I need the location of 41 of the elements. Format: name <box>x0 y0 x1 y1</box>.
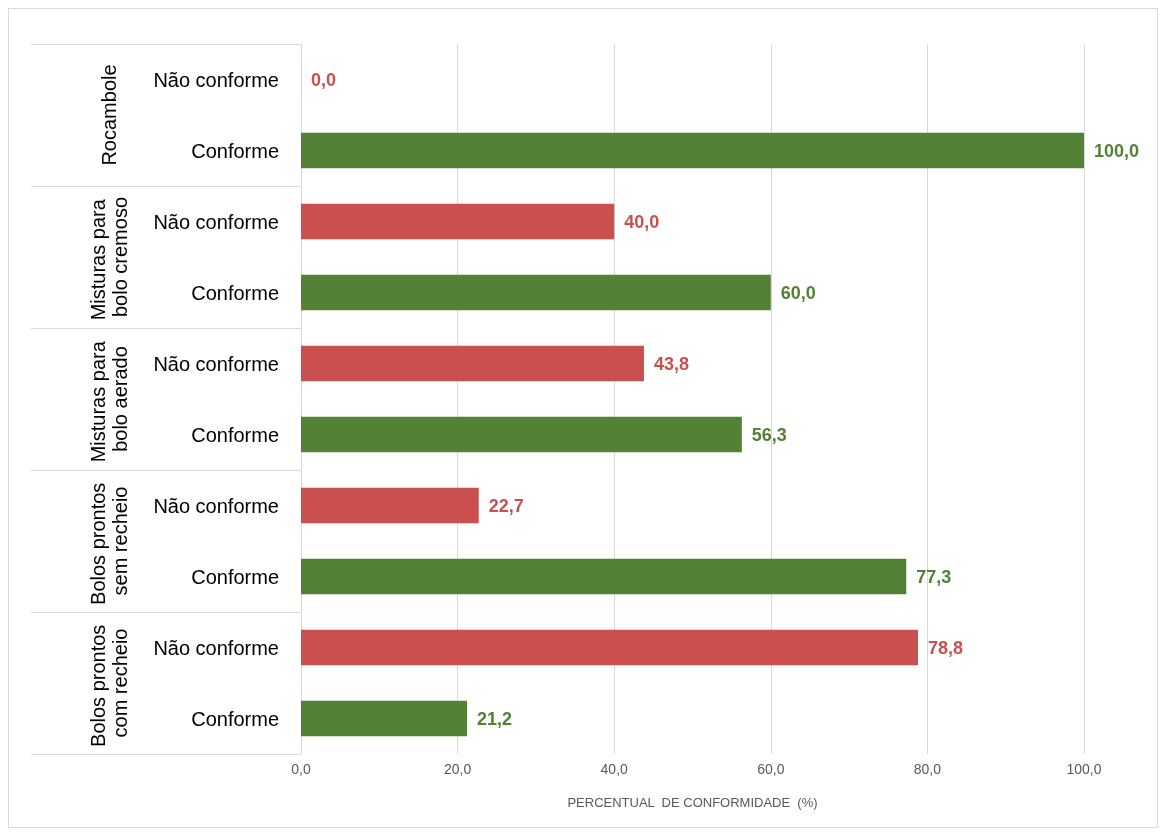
data-label: 40,0 <box>624 211 660 232</box>
data-label: 21,2 <box>477 708 513 729</box>
bar <box>301 345 644 382</box>
bar <box>301 416 742 453</box>
data-label: 56,3 <box>751 424 787 445</box>
text: Misturas para bolo aerado <box>87 335 131 463</box>
text: Misturas para bolo cremoso <box>87 193 131 321</box>
x-axis-title: PERCENTUAL DE CONFORMIDADE (%) <box>567 795 818 810</box>
data-label: 78,8 <box>928 637 964 658</box>
x-tick-label: 80,0 <box>913 761 942 777</box>
y-tick-label: Conforme <box>191 423 279 446</box>
y-tick-label: Não conforme <box>153 352 279 375</box>
text: Bolos prontos sem recheio <box>87 477 131 605</box>
y-tick-label: Conforme <box>191 707 279 730</box>
bar <box>301 700 467 737</box>
x-tick-label: 0,0 <box>291 761 311 777</box>
x-tick-label: 100,0 <box>1066 761 1102 777</box>
y-tick-label: Conforme <box>191 139 279 162</box>
y-tick-label: Não conforme <box>153 636 279 659</box>
text: Rocambole <box>98 64 120 166</box>
bar <box>301 558 907 595</box>
data-label: 77,3 <box>916 566 952 587</box>
data-label: 100,0 <box>1094 140 1140 161</box>
y-tick-label: Não conforme <box>153 494 279 517</box>
bar <box>301 274 771 311</box>
x-tick-label: 40,0 <box>600 761 629 777</box>
data-label: 60,0 <box>780 282 816 303</box>
bar <box>301 487 479 524</box>
data-label: 22,7 <box>488 495 524 516</box>
y-tick-label: Conforme <box>191 565 279 588</box>
x-tick-label: 20,0 <box>443 761 472 777</box>
data-label: 43,8 <box>653 353 689 374</box>
text: Bolos prontos com recheio <box>87 619 131 747</box>
y-tick-label: Não conforme <box>153 210 279 233</box>
y-tick-label: Conforme <box>191 281 279 304</box>
bar <box>301 203 615 240</box>
bar <box>301 629 918 666</box>
bar <box>301 132 1084 169</box>
data-label: 0,0 <box>311 69 337 90</box>
y-tick-label: Não conforme <box>153 68 279 91</box>
x-tick-label: 60,0 <box>757 761 785 777</box>
